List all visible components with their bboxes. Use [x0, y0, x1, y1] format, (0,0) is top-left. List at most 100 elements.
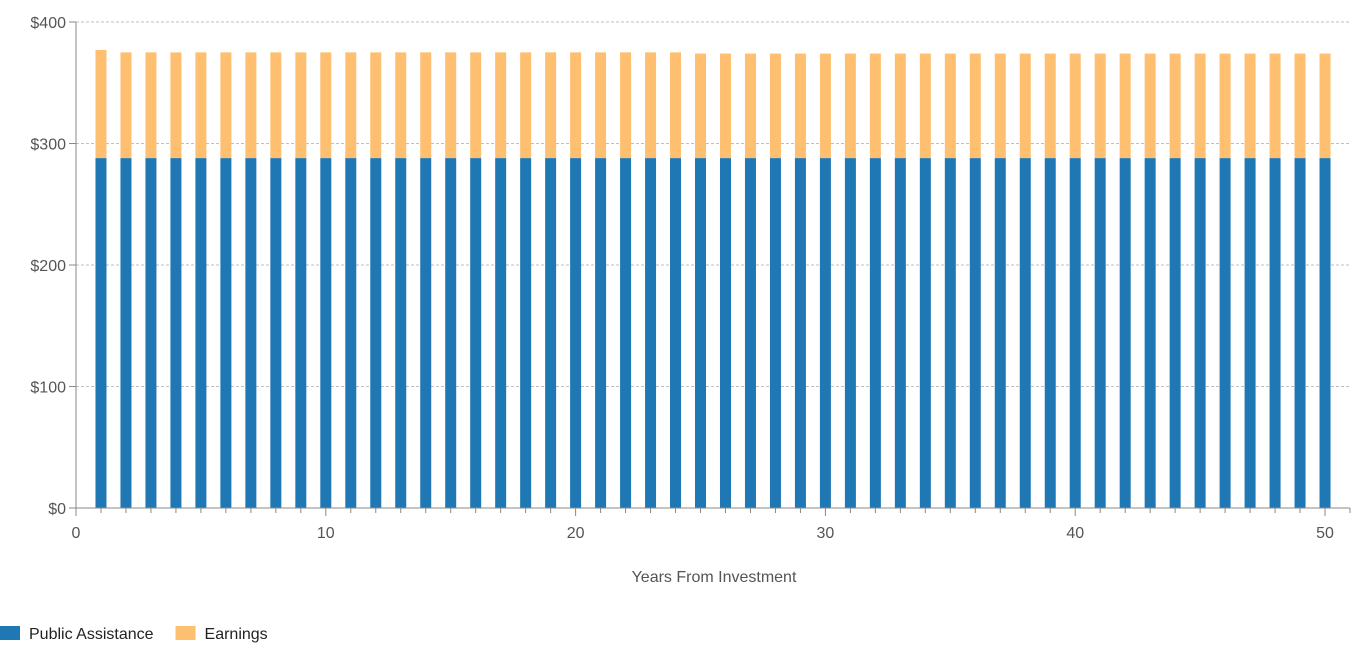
bar-public-assistance	[1044, 158, 1056, 508]
bar-earnings	[95, 49, 107, 159]
bar-public-assistance	[345, 158, 357, 508]
bar-earnings	[869, 53, 881, 159]
bar-earnings	[520, 52, 532, 159]
bar-public-assistance	[994, 158, 1006, 508]
bar-public-assistance	[1119, 158, 1131, 508]
bar-earnings	[944, 53, 956, 159]
bar-earnings	[495, 52, 507, 159]
x-tick-label: 0	[72, 525, 81, 542]
bar-earnings	[1194, 53, 1206, 159]
legend-label: Public Assistance	[29, 626, 154, 643]
bar-public-assistance	[869, 158, 881, 508]
x-tick-label: 50	[1316, 525, 1334, 542]
bar-earnings	[1319, 53, 1331, 159]
bar-public-assistance	[1094, 158, 1106, 508]
bar-earnings	[420, 52, 432, 159]
bar-earnings	[120, 52, 132, 159]
bar-earnings	[145, 52, 157, 159]
bar-earnings	[195, 52, 207, 159]
bar-public-assistance	[520, 158, 532, 508]
bar-earnings	[170, 52, 182, 159]
bar-public-assistance	[395, 158, 407, 508]
bar-earnings	[570, 52, 582, 159]
bar-earnings	[295, 52, 307, 159]
bar-public-assistance	[570, 158, 582, 508]
bar-public-assistance	[620, 158, 632, 508]
bar-public-assistance	[1169, 158, 1181, 508]
bar-public-assistance	[220, 158, 232, 508]
gridlines	[76, 21, 1350, 387]
bar-earnings	[744, 53, 756, 159]
bar-public-assistance	[1269, 158, 1281, 508]
bar-public-assistance	[295, 158, 307, 508]
bar-earnings	[670, 52, 682, 159]
bar-public-assistance	[769, 158, 781, 508]
bar-public-assistance	[495, 158, 507, 508]
bar-public-assistance	[145, 158, 157, 508]
bar-public-assistance	[445, 158, 457, 508]
legend-label: Earnings	[205, 626, 268, 643]
bar-earnings	[1019, 53, 1031, 159]
bar-public-assistance	[195, 158, 207, 508]
y-tick-label: $300	[30, 137, 66, 154]
bar-public-assistance	[120, 158, 132, 508]
x-tick-label: 40	[1066, 525, 1084, 542]
bar-public-assistance	[545, 158, 557, 508]
bar-earnings	[395, 52, 407, 159]
bar-earnings	[370, 52, 382, 159]
y-tick-label: $200	[30, 258, 66, 275]
legend-swatch	[0, 626, 20, 640]
bar-earnings	[769, 53, 781, 159]
bar-earnings	[719, 53, 731, 159]
bar-public-assistance	[844, 158, 856, 508]
bar-earnings	[1219, 53, 1231, 159]
bar-earnings	[595, 52, 607, 159]
bar-earnings	[1069, 53, 1081, 159]
bar-earnings	[470, 52, 482, 159]
bar-earnings	[919, 53, 931, 159]
bar-public-assistance	[919, 158, 931, 508]
bar-earnings	[844, 53, 856, 159]
bar-earnings	[1244, 53, 1256, 159]
bar-earnings	[1269, 53, 1281, 159]
bar-public-assistance	[1294, 158, 1306, 508]
bar-public-assistance	[719, 158, 731, 508]
bar-earnings	[695, 53, 707, 159]
bar-public-assistance	[320, 158, 332, 508]
x-axis-ticks: 0 10 20 30 40 50	[72, 508, 1351, 542]
x-axis-title: Years From Investment	[632, 569, 797, 586]
y-axis-ticks: $0 $100 $200 $300 $400	[30, 15, 76, 518]
bar-public-assistance	[1019, 158, 1031, 508]
bar-earnings	[1044, 53, 1056, 159]
x-tick-label: 30	[817, 525, 835, 542]
bar-public-assistance	[1244, 158, 1256, 508]
bar-earnings	[270, 52, 282, 159]
bar-public-assistance	[670, 158, 682, 508]
legend: Public Assistance Earnings	[0, 626, 268, 643]
x-tick-label: 10	[317, 525, 335, 542]
bar-earnings	[969, 53, 981, 159]
bar-public-assistance	[270, 158, 282, 508]
bar-public-assistance	[969, 158, 981, 508]
bar-earnings	[794, 53, 806, 159]
bar-public-assistance	[794, 158, 806, 508]
bar-earnings	[1119, 53, 1131, 159]
bar-public-assistance	[370, 158, 382, 508]
bar-public-assistance	[1219, 158, 1231, 508]
bar-public-assistance	[695, 158, 707, 508]
bar-earnings	[819, 53, 831, 159]
legend-swatch	[175, 626, 196, 640]
bar-public-assistance	[645, 158, 657, 508]
y-tick-label: $400	[30, 15, 66, 32]
bar-earnings	[245, 52, 257, 159]
bar-public-assistance	[1144, 158, 1156, 508]
bar-earnings	[620, 52, 632, 159]
bar-public-assistance	[470, 158, 482, 508]
bars	[95, 49, 1331, 508]
y-tick-label: $0	[48, 501, 66, 518]
bar-earnings	[545, 52, 557, 159]
bar-earnings	[1094, 53, 1106, 159]
bar-public-assistance	[170, 158, 182, 508]
bar-public-assistance	[95, 158, 107, 508]
